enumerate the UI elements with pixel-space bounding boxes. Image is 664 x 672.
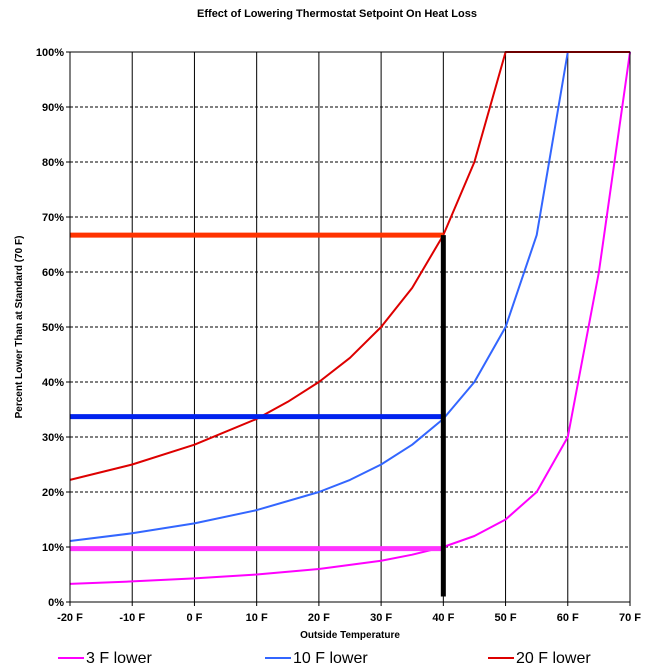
- plot-area-border: [69, 51, 631, 603]
- y-tick-label: 0%: [48, 597, 64, 609]
- y-tick-label: 50%: [42, 322, 64, 334]
- grid: [69, 51, 631, 603]
- x-tick-label: 10 F: [246, 612, 268, 624]
- legend-label: 3 F lower: [86, 650, 152, 667]
- x-tick-labels: -20 F -10 F 0 F 10 F 20 F 30 F 40 F 50 F 60 F 70 …: [57, 602, 641, 624]
- x-tick-label: 20 F: [308, 612, 330, 624]
- y-tick-label: 40%: [42, 377, 64, 389]
- y-tick-labels: 0% 10% 20% 30% 40% 50% 60% 70% 80% 90% 100%: [36, 47, 70, 609]
- series-line-20-f-lower: [69, 51, 630, 481]
- legend: 3 F lower 10 F lower 20 F lower: [58, 650, 591, 667]
- legend-label: 20 F lower: [516, 650, 591, 667]
- y-tick-label: 90%: [42, 102, 64, 114]
- chart-title: Effect of Lowering Thermostat Setpoint O…: [197, 8, 477, 20]
- series-line-10-f-lower: [69, 51, 569, 542]
- x-tick-label: 50 F: [495, 612, 517, 624]
- x-tick-label: 0 F: [186, 612, 202, 624]
- y-tick-label: 30%: [42, 432, 64, 444]
- y-tick-label: 100%: [36, 47, 64, 59]
- series-lines: [69, 51, 631, 585]
- y-tick-label: 60%: [42, 267, 64, 279]
- x-tick-label: -20 F: [57, 612, 83, 624]
- x-tick-label: -10 F: [119, 612, 145, 624]
- y-tick-label: 10%: [42, 542, 64, 554]
- y-tick-label: 80%: [42, 157, 64, 169]
- x-tick-label: 40 F: [432, 612, 454, 624]
- legend-label: 10 F lower: [293, 650, 368, 667]
- y-tick-label: 20%: [42, 487, 64, 499]
- series-line-3-f-lower: [69, 51, 631, 585]
- x-tick-label: 70 F: [619, 612, 641, 624]
- x-tick-label: 30 F: [370, 612, 392, 624]
- y-axis-label: Percent Lower Than at Standard (70 F): [14, 236, 25, 419]
- y-tick-label: 70%: [42, 212, 64, 224]
- annotation-lines: [70, 232, 446, 597]
- x-axis-label: Outside Temperature: [300, 630, 400, 641]
- x-tick-label: 60 F: [557, 612, 579, 624]
